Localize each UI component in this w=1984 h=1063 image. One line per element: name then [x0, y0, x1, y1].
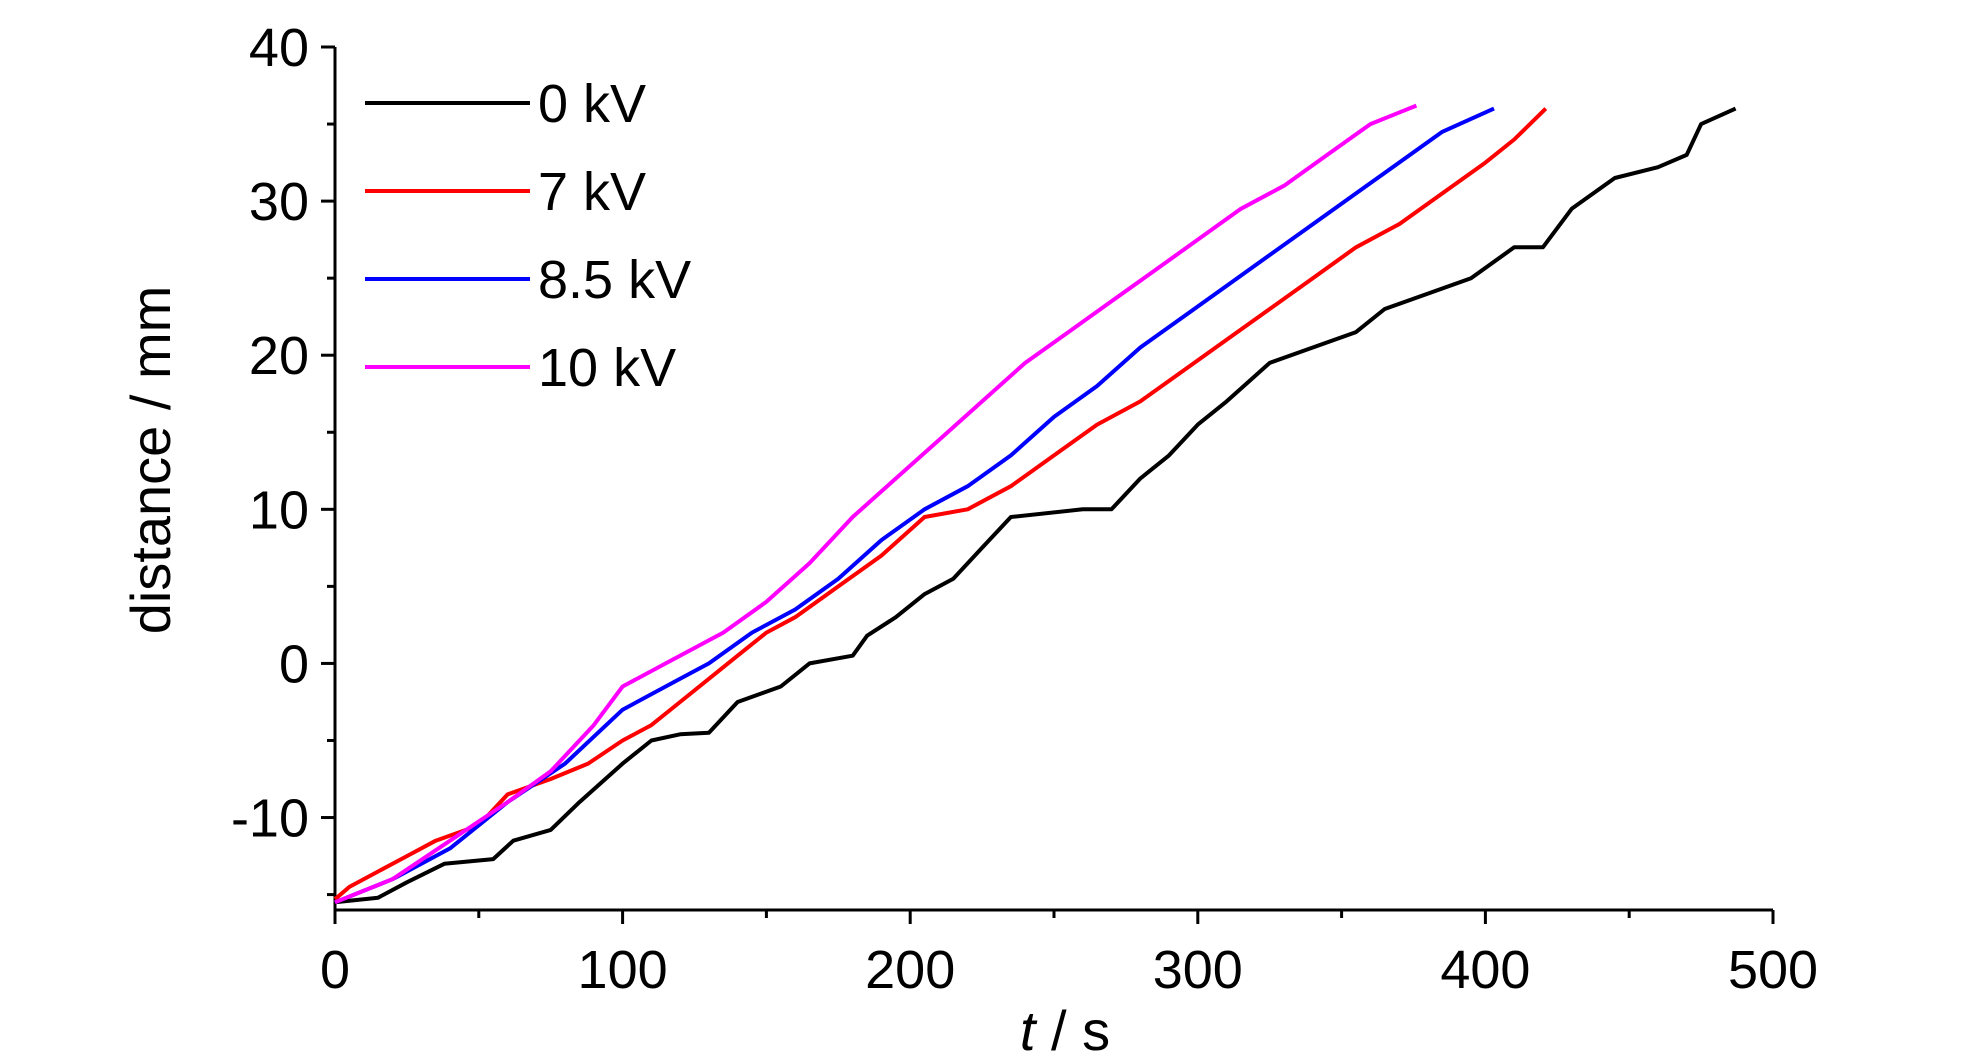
x-ticks: 0 100 200 300 400 500	[320, 910, 1818, 1000]
legend: 0 kV 7 kV 8.5 kV 10 kV	[365, 74, 691, 398]
y-tick-label: 30	[249, 172, 309, 232]
series-line-8-5kV	[334, 106, 1495, 905]
y-axis-title: distance / mm	[119, 286, 182, 635]
y-tick-label: 40	[249, 18, 309, 78]
y-tick-label: 20	[249, 326, 309, 386]
legend-label: 7 kV	[538, 162, 646, 222]
series-line-10kV	[334, 103, 1418, 905]
x-tick-label: 0	[320, 940, 350, 1000]
y-ticks: -10 0 10 20 30 40	[231, 18, 335, 897]
x-axis-title-unit: / s	[1035, 999, 1110, 1062]
axes: 0 100 200 300 400 500 -10 0 10 20 30 40	[231, 18, 1818, 1000]
x-tick-label: 300	[1153, 940, 1243, 1000]
legend-label: 0 kV	[538, 74, 646, 134]
series-layer	[333, 103, 1737, 905]
series-line-0kV	[334, 106, 1737, 905]
x-tick-label: 500	[1728, 940, 1818, 1000]
x-axis-title: t / s	[1020, 999, 1110, 1062]
y-tick-label: 10	[249, 480, 309, 540]
x-tick-label: 200	[865, 940, 955, 1000]
legend-label: 10 kV	[538, 338, 676, 398]
legend-label: 8.5 kV	[538, 250, 691, 310]
series-line-7kV	[333, 107, 1548, 901]
x-tick-label: 400	[1440, 940, 1530, 1000]
y-tick-label: -10	[231, 789, 309, 849]
x-tick-label: 100	[578, 940, 668, 1000]
x-axis-title-italic: t	[1020, 999, 1038, 1062]
y-tick-label: 0	[279, 634, 309, 694]
